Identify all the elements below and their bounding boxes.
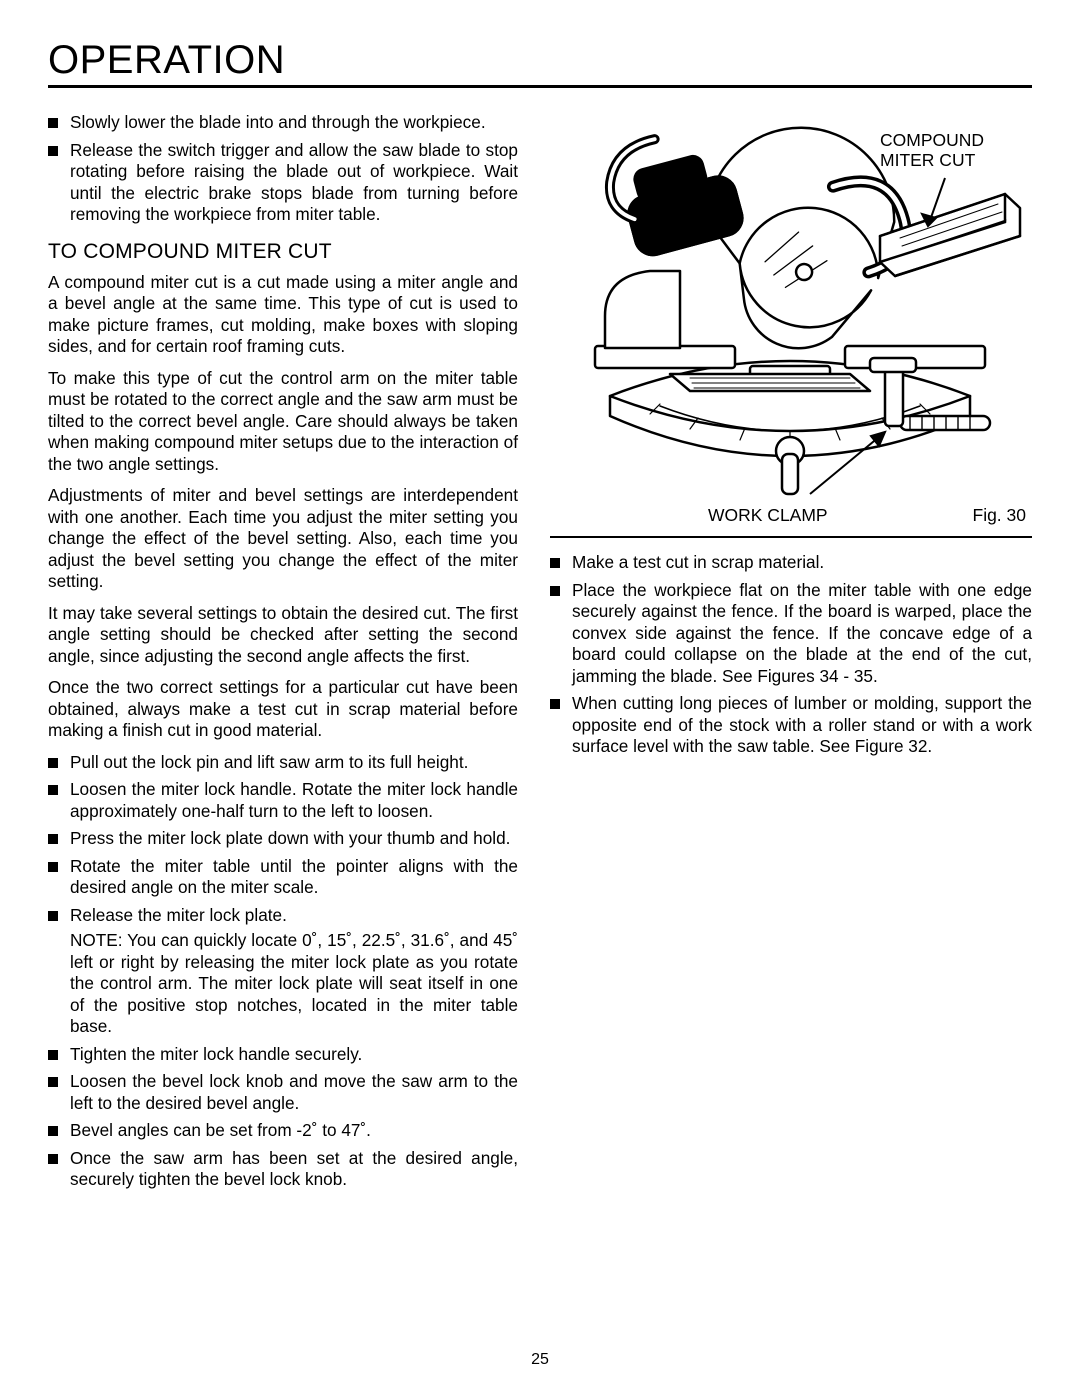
figure-box: COMPOUND MITER CUT WORK CLAMP Fig. 30 [550,116,1032,538]
step-note: NOTE: You can quickly locate 0˚, 15˚, 22… [70,930,518,1038]
figure-callout-top-1: COMPOUND [880,130,984,150]
right-column: COMPOUND MITER CUT WORK CLAMP Fig. 30 Ma… [550,112,1032,1205]
figure-callout-top-2: MITER CUT [880,150,976,170]
list-item: Place the workpiece flat on the miter ta… [550,580,1032,688]
list-item: Bevel angles can be set from -2˚ to 47˚. [48,1120,518,1142]
left-column: Slowly lower the blade into and through … [48,112,518,1205]
body-paragraph: It may take several settings to obtain t… [48,603,518,668]
figure-callout-bottom: WORK CLAMP [708,505,828,526]
step-text: Release the miter lock plate. [70,905,287,925]
list-item: When cutting long pieces of lumber or mo… [550,693,1032,758]
list-item: Release the switch trigger and allow the… [48,140,518,226]
list-item: Rotate the miter table until the pointer… [48,856,518,899]
list-item: Make a test cut in scrap material. [550,552,1032,574]
page-title: OPERATION [48,38,1032,88]
miter-saw-illustration: COMPOUND MITER CUT [550,116,1032,506]
list-item: Slowly lower the blade into and through … [48,112,518,134]
body-paragraph: Once the two correct settings for a part… [48,677,518,742]
list-item: Press the miter lock plate down with you… [48,828,518,850]
section-heading: TO COMPOUND MITER CUT [48,240,518,264]
list-item: Loosen the miter lock handle. Rotate the… [48,779,518,822]
body-paragraph: Adjustments of miter and bevel settings … [48,485,518,593]
list-item: Once the saw arm has been set at the des… [48,1148,518,1191]
list-item: Pull out the lock pin and lift saw arm t… [48,752,518,774]
page-number: 25 [0,1351,1080,1369]
list-item: Release the miter lock plate. NOTE: You … [48,905,518,1038]
list-item: Loosen the bevel lock knob and move the … [48,1071,518,1114]
list-item: Tighten the miter lock handle securely. [48,1044,518,1066]
body-paragraph: To make this type of cut the control arm… [48,368,518,476]
body-paragraph: A compound miter cut is a cut made using… [48,272,518,358]
figure-number: Fig. 30 [973,505,1027,526]
